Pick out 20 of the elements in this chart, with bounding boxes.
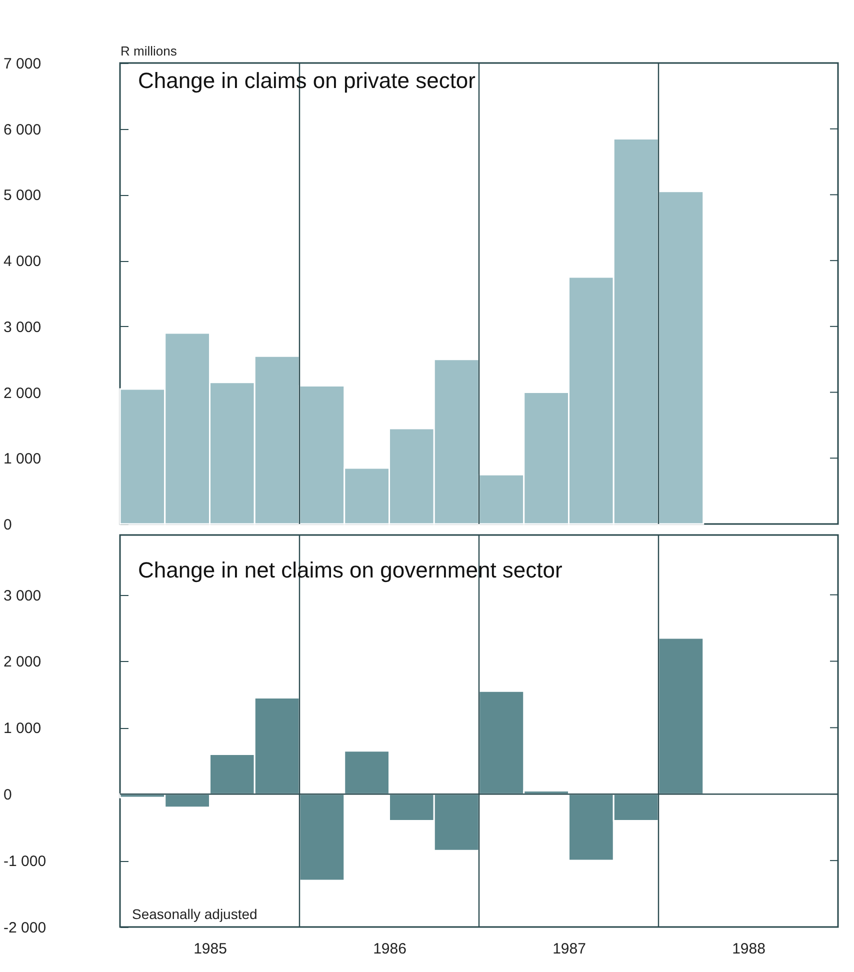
y-tick-label: 1 000 [4,450,42,468]
y-tick-label: 0 [4,516,12,534]
y-tick-label: 0 [4,786,12,804]
x-tick-label: 1988 [732,940,766,958]
y-tick-label: 2 000 [4,384,42,402]
y-tick-label: 1 000 [4,720,42,738]
y-axis-title: R millions [120,44,178,58]
x-tick-label: 1985 [194,940,227,958]
y-tick-label: -1 000 [4,853,46,870]
x-tick-label: 1986 [373,940,406,958]
y-tick-label: -2 000 [4,920,46,936]
y-tick-label: 3 000 [4,318,42,336]
y-tick-label: 4 000 [4,253,42,270]
y-tick-label: 3 000 [4,587,42,604]
x-tick-label: 1987 [552,940,586,958]
y-tick-label: 6 000 [4,121,42,138]
annotation: Seasonally adjusted [132,906,258,922]
y-tick-label: 7 000 [4,56,42,72]
y-tick-label: 2 000 [4,654,42,671]
y-tick-label: 5 000 [4,187,42,204]
